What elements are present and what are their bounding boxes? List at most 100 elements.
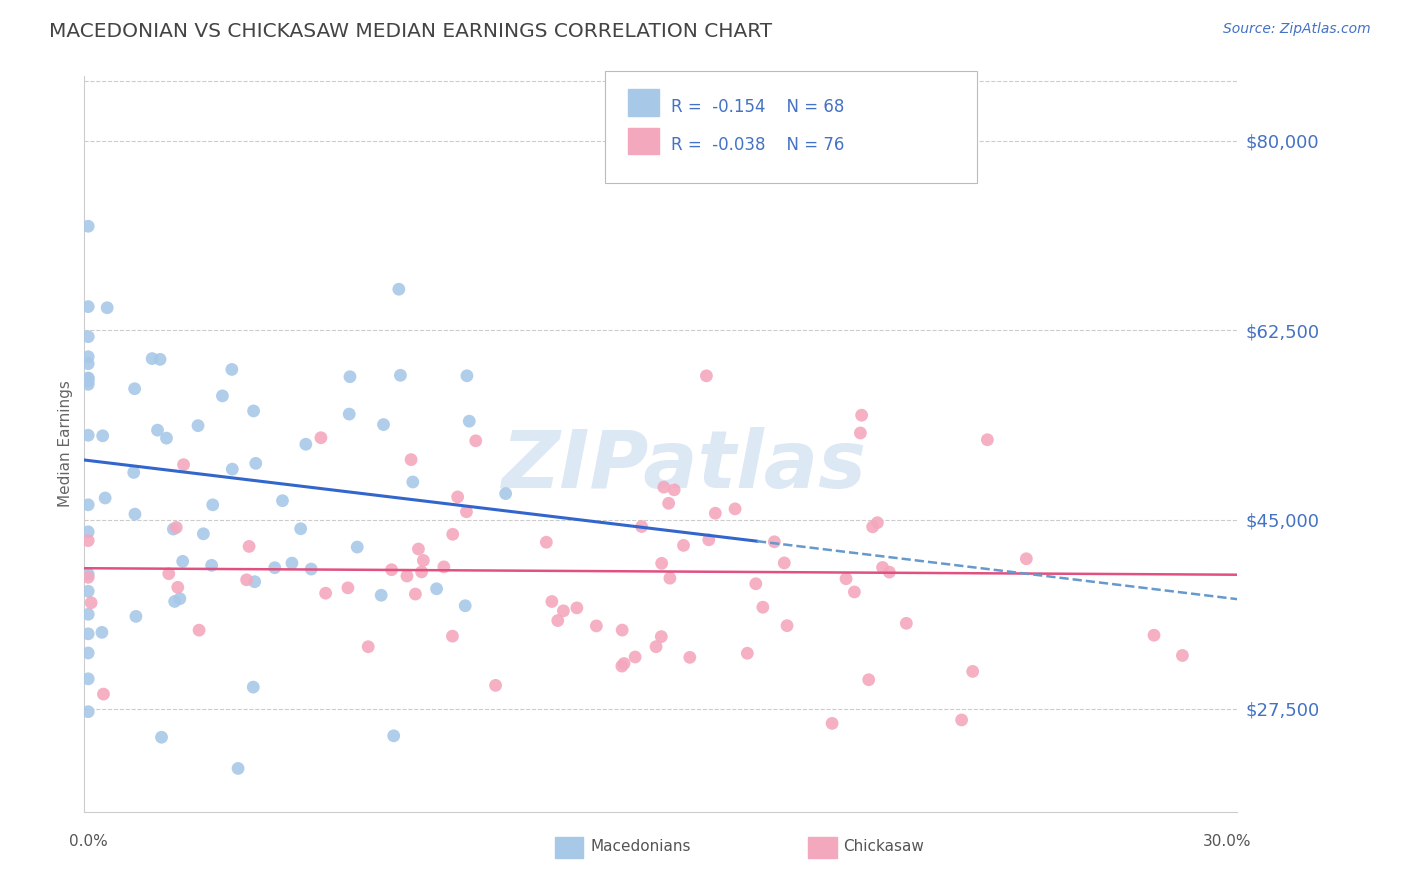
Point: [844, 585, 866, 599]
Point: [456, 505, 478, 519]
Point: [373, 417, 395, 432]
Point: [77, 524, 100, 539]
Point: [149, 352, 172, 367]
Point: [77, 300, 100, 314]
Text: Chickasaw: Chickasaw: [844, 839, 925, 854]
Point: [77, 371, 100, 385]
Point: [77, 627, 100, 641]
Point: [169, 591, 191, 606]
Point: [389, 368, 412, 383]
Point: [610, 659, 633, 673]
Point: [77, 357, 100, 371]
Point: [724, 501, 747, 516]
Point: [858, 673, 880, 687]
Point: [613, 657, 636, 671]
Point: [454, 599, 477, 613]
Point: [166, 580, 188, 594]
Point: [346, 540, 368, 554]
Point: [299, 562, 322, 576]
Point: [441, 629, 464, 643]
Point: [399, 452, 422, 467]
Point: [624, 650, 647, 665]
Point: [77, 428, 100, 442]
Point: [553, 604, 575, 618]
Point: [172, 554, 194, 568]
Point: [77, 607, 100, 622]
Point: [77, 672, 100, 686]
Point: [271, 493, 294, 508]
Point: [77, 350, 100, 364]
Point: [585, 619, 607, 633]
Point: [77, 646, 100, 660]
Point: [77, 584, 100, 599]
Point: [821, 716, 844, 731]
Point: [650, 630, 672, 644]
Point: [263, 560, 285, 574]
Text: R =  -0.038    N = 76: R = -0.038 N = 76: [671, 136, 844, 154]
Text: R =  -0.154    N = 68: R = -0.154 N = 68: [671, 98, 844, 116]
Point: [77, 371, 100, 385]
Point: [77, 329, 100, 343]
Point: [150, 730, 173, 744]
Point: [77, 533, 100, 548]
Point: [93, 687, 115, 701]
Point: [165, 520, 187, 534]
Point: [976, 433, 998, 447]
Point: [652, 480, 675, 494]
Point: [163, 594, 186, 608]
Point: [77, 377, 100, 392]
Point: [90, 625, 112, 640]
Point: [91, 429, 114, 443]
Point: [1171, 648, 1194, 663]
Text: Source: ZipAtlas.com: Source: ZipAtlas.com: [1223, 22, 1371, 37]
Point: [173, 458, 195, 472]
Point: [658, 571, 681, 585]
Point: [290, 522, 312, 536]
Text: MACEDONIAN VS CHICKASAW MEDIAN EARNINGS CORRELATION CHART: MACEDONIAN VS CHICKASAW MEDIAN EARNINGS …: [49, 22, 772, 41]
Point: [752, 600, 775, 615]
Point: [337, 407, 360, 421]
Point: [962, 665, 984, 679]
Point: [122, 466, 145, 480]
Point: [773, 556, 796, 570]
Point: [851, 408, 873, 422]
Point: [950, 713, 973, 727]
Point: [77, 219, 100, 234]
Point: [141, 351, 163, 366]
Text: ZIPatlas: ZIPatlas: [502, 427, 866, 505]
Point: [211, 389, 233, 403]
Text: 0.0%: 0.0%: [69, 834, 108, 849]
Point: [737, 646, 759, 660]
Point: [879, 565, 901, 579]
Point: [315, 586, 337, 600]
Point: [447, 490, 470, 504]
Point: [745, 576, 768, 591]
Point: [495, 486, 517, 500]
Point: [704, 506, 727, 520]
Point: [221, 462, 243, 476]
Point: [672, 538, 695, 552]
Point: [94, 491, 117, 505]
Point: [1015, 551, 1038, 566]
Point: [872, 560, 894, 574]
Point: [77, 498, 100, 512]
Point: [404, 587, 426, 601]
Point: [124, 507, 146, 521]
Point: [866, 516, 889, 530]
Point: [188, 623, 211, 637]
Point: [238, 540, 260, 554]
Point: [651, 557, 673, 571]
Point: [388, 282, 411, 296]
Point: [242, 404, 264, 418]
Point: [309, 431, 332, 445]
Point: [124, 382, 146, 396]
Point: [339, 369, 361, 384]
Point: [536, 535, 558, 549]
Point: [201, 498, 224, 512]
Point: [395, 569, 418, 583]
Point: [155, 431, 177, 445]
Point: [243, 574, 266, 589]
Point: [464, 434, 486, 448]
Point: [295, 437, 318, 451]
Point: [146, 423, 169, 437]
